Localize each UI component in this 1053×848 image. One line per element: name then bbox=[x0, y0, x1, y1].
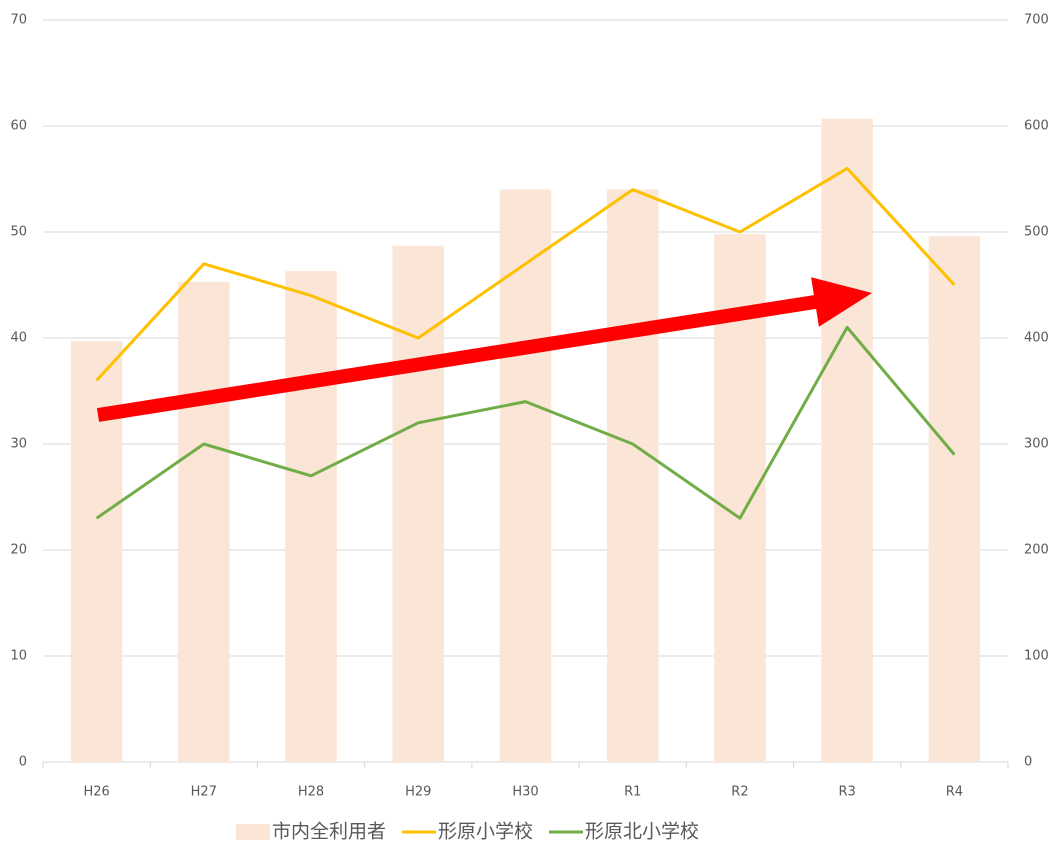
y-tick-label: 0 bbox=[19, 755, 27, 770]
legend-label: 形原小学校 bbox=[438, 821, 533, 843]
x-tick-label: R3 bbox=[839, 785, 856, 800]
y-tick-label: 60 bbox=[10, 119, 27, 134]
lines bbox=[95, 166, 956, 520]
legend-swatch bbox=[236, 824, 270, 840]
bar bbox=[285, 271, 337, 762]
y2-tick-label: 0 bbox=[1024, 755, 1032, 770]
x-tick-label: H27 bbox=[191, 785, 217, 800]
line bbox=[95, 166, 956, 382]
bar bbox=[178, 281, 230, 762]
bars bbox=[70, 118, 981, 763]
x-tick-label: R2 bbox=[731, 785, 748, 800]
x-tick-label: H26 bbox=[83, 785, 109, 800]
y2-tick-label: 600 bbox=[1024, 119, 1049, 134]
y-tick-label: 30 bbox=[10, 437, 27, 452]
legend-label: 市内全利用者 bbox=[272, 821, 386, 843]
x-tick-label: H30 bbox=[512, 785, 538, 800]
y-tick-label: 50 bbox=[10, 225, 27, 240]
y2-tick-label: 200 bbox=[1024, 543, 1049, 558]
legend-label: 形原北小学校 bbox=[585, 821, 699, 843]
bar bbox=[928, 236, 981, 763]
y-tick-label: 70 bbox=[10, 13, 27, 28]
y-tick-label: 20 bbox=[10, 543, 27, 558]
y2-tick-label: 300 bbox=[1024, 437, 1049, 452]
line bbox=[95, 325, 956, 520]
bar bbox=[70, 341, 123, 762]
y-tick-label: 10 bbox=[10, 649, 27, 664]
y2-tick-label: 700 bbox=[1024, 13, 1049, 28]
y-tick-label: 40 bbox=[10, 331, 27, 346]
y2-tick-label: 400 bbox=[1024, 331, 1049, 346]
x-tick-label: R4 bbox=[946, 785, 963, 800]
bar bbox=[606, 189, 659, 763]
bar bbox=[499, 189, 552, 763]
x-tick-label: H28 bbox=[298, 785, 324, 800]
bar bbox=[821, 118, 873, 762]
x-tick-label: H29 bbox=[405, 785, 431, 800]
bar bbox=[392, 245, 445, 762]
x-tick-label: R1 bbox=[624, 785, 641, 800]
trend-arrow bbox=[96, 277, 872, 422]
y2-tick-label: 100 bbox=[1024, 649, 1049, 664]
y2-tick-label: 500 bbox=[1024, 225, 1049, 240]
